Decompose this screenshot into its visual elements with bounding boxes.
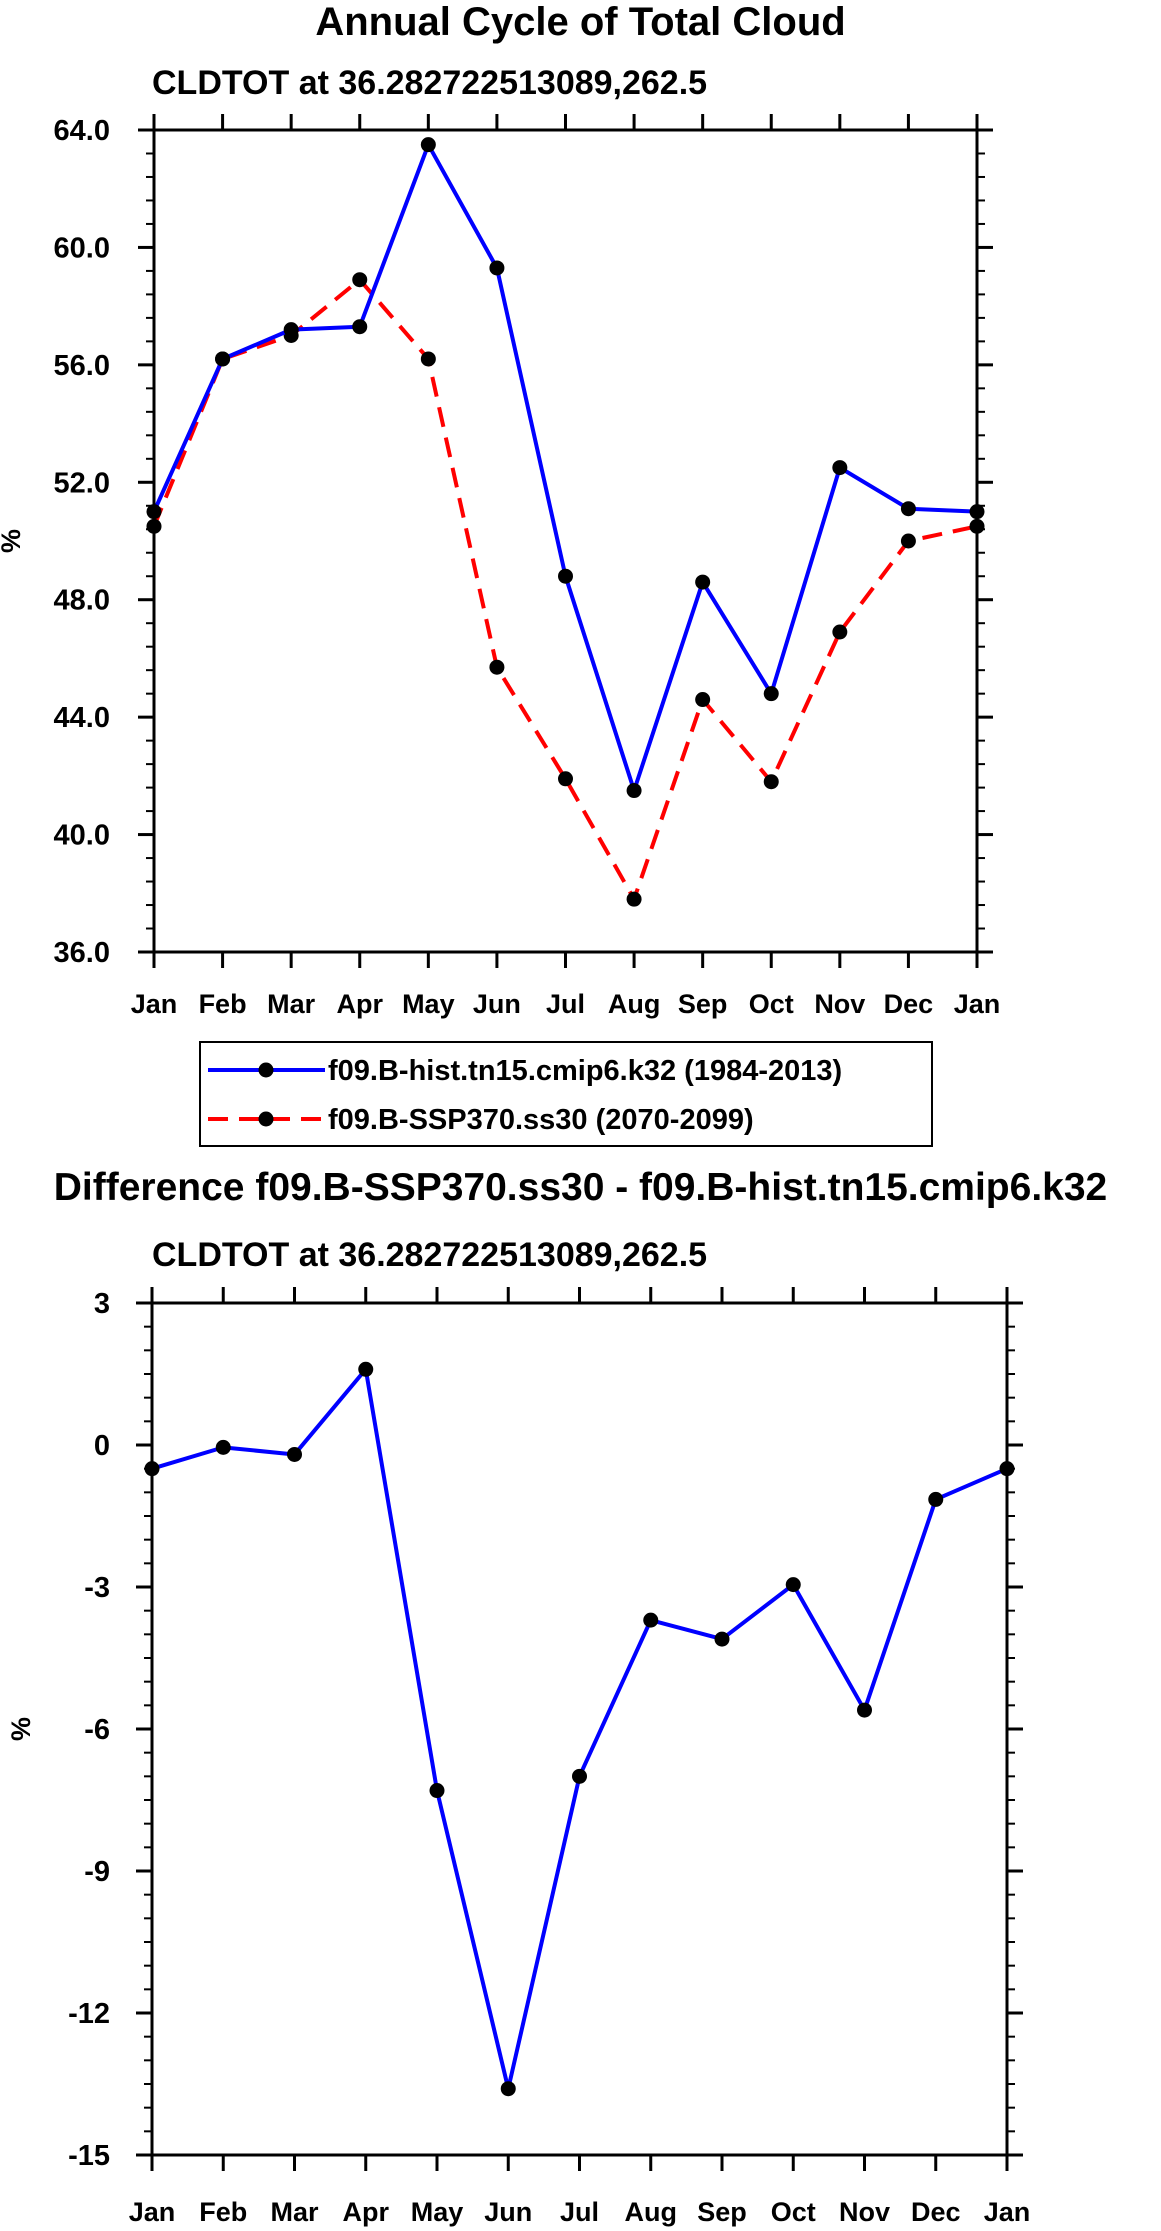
- x-tick-label: Jan: [954, 989, 1001, 1019]
- x-tick-label: Nov: [839, 2197, 890, 2227]
- data-point: [763, 774, 779, 790]
- data-point: [969, 518, 985, 534]
- y-tick-label: -6: [84, 1714, 110, 1746]
- x-tick-label: Mar: [270, 2197, 319, 2227]
- y-tick-label: 48.0: [54, 585, 110, 617]
- chart-2: Jan Feb Mar Apr May Jun Jul Aug Sep Oct Nov Dec Jan-…: [6, 1287, 1030, 2227]
- data-point: [643, 1612, 659, 1628]
- data-point: [714, 1631, 730, 1647]
- legend-label: f09.B-hist.tn15.cmip6.k32 (1984-2013): [328, 1055, 842, 1087]
- data-point: [785, 1577, 801, 1593]
- legend-marker: [258, 1111, 274, 1127]
- x-tick-label: Nov: [814, 989, 865, 1019]
- x-tick-label: Dec: [911, 2197, 961, 2227]
- data-point: [832, 624, 848, 640]
- y-tick-label: 0: [94, 1430, 110, 1462]
- data-point: [283, 322, 299, 338]
- x-tick-label: Jun: [484, 2197, 532, 2227]
- data-point: [763, 686, 779, 702]
- top-chart-title: Annual Cycle of Total Cloud: [315, 0, 846, 44]
- x-tick-label: Jul: [560, 2197, 599, 2227]
- x-tick-label: Apr: [337, 989, 384, 1019]
- x-tick-label: Dec: [884, 989, 934, 1019]
- data-point: [928, 1491, 944, 1507]
- series-line: [151, 1367, 1008, 2091]
- data-point: [429, 1783, 445, 1799]
- bottom-chart-title: Difference f09.B-SSP370.ss30 - f09.B-his…: [53, 1166, 1108, 1209]
- data-point: [900, 533, 916, 549]
- series-line: [152, 142, 978, 793]
- x-tick-label: Mar: [267, 989, 316, 1019]
- data-point: [420, 137, 436, 153]
- data-point: [626, 783, 642, 799]
- y-tick-label: 60.0: [54, 232, 110, 264]
- y-axis-title: %: [0, 529, 26, 553]
- y-axis-title: %: [6, 1717, 36, 1741]
- data-point: [352, 272, 368, 288]
- data-point: [900, 501, 916, 517]
- y-tick-label: -15: [68, 2140, 110, 2172]
- data-point: [489, 260, 505, 276]
- legend: f09.B-hist.tn15.cmip6.k32 (1984-2013) f09…: [199, 1041, 933, 1147]
- data-point: [215, 351, 231, 367]
- data-point: [146, 518, 162, 534]
- y-tick-label: -12: [68, 1998, 110, 2030]
- data-point: [489, 659, 505, 675]
- x-tick-label: Jan: [129, 2197, 176, 2227]
- data-point: [358, 1361, 374, 1377]
- y-tick-label: 44.0: [54, 702, 110, 734]
- x-tick-label: Oct: [749, 989, 794, 1019]
- x-tick-label: Jan: [984, 2197, 1031, 2227]
- data-point: [695, 692, 711, 708]
- legend-box: [199, 1041, 933, 1147]
- y-tick-label: 3: [94, 1288, 110, 1320]
- x-tick-label: Feb: [199, 2197, 247, 2227]
- data-point: [500, 2081, 516, 2097]
- x-tick-label: Aug: [608, 989, 660, 1019]
- x-tick-label: Jun: [473, 989, 521, 1019]
- plot-frame: [152, 128, 979, 954]
- x-tick-label: May: [411, 2197, 464, 2227]
- data-point: [287, 1446, 302, 1462]
- y-tick-label: 64.0: [54, 115, 110, 147]
- x-tick-label: May: [402, 989, 455, 1019]
- data-point: [572, 1768, 587, 1784]
- x-tick-label: Jul: [546, 989, 585, 1019]
- x-tick-label: Aug: [625, 2197, 677, 2227]
- data-point: [695, 574, 711, 590]
- data-point: [146, 504, 162, 520]
- data-point: [857, 1702, 872, 1718]
- data-point: [352, 319, 368, 335]
- data-point: [420, 351, 436, 367]
- y-tick-label: 36.0: [54, 937, 110, 969]
- y-tick-label: -3: [84, 1572, 110, 1604]
- data-point: [558, 568, 573, 584]
- chart-1: Jan Feb Mar Apr May Jun Jul Aug Sep Oct Nov Dec Jan 3…: [0, 114, 1001, 1147]
- data-point: [832, 460, 848, 476]
- y-tick-label: 56.0: [54, 350, 110, 382]
- data-point: [626, 891, 642, 907]
- data-point: [558, 771, 573, 787]
- x-tick-label: Oct: [771, 2197, 816, 2227]
- data-point: [144, 1461, 160, 1477]
- series-line: [152, 277, 978, 902]
- y-tick-label: 40.0: [54, 820, 110, 852]
- data-point: [999, 1461, 1015, 1477]
- plot-frame: [150, 1301, 1009, 2157]
- x-tick-label: Jan: [131, 989, 178, 1019]
- x-tick-label: Sep: [678, 989, 728, 1019]
- y-tick-label: 52.0: [54, 467, 110, 499]
- legend-marker: [258, 1062, 274, 1078]
- x-tick-label: Feb: [199, 989, 247, 1019]
- x-tick-label: Apr: [343, 2197, 390, 2227]
- y-tick-label: -9: [84, 1856, 110, 1888]
- x-tick-label: Sep: [697, 2197, 747, 2227]
- data-point: [969, 504, 985, 520]
- top-chart-subtitle: CLDTOT at 36.282722513089,262.5: [152, 64, 708, 102]
- legend-label: f09.B-SSP370.ss30 (2070-2099): [328, 1104, 754, 1136]
- data-point: [215, 1439, 231, 1455]
- bottom-chart-subtitle: CLDTOT at 36.282722513089,262.5: [152, 1236, 708, 1274]
